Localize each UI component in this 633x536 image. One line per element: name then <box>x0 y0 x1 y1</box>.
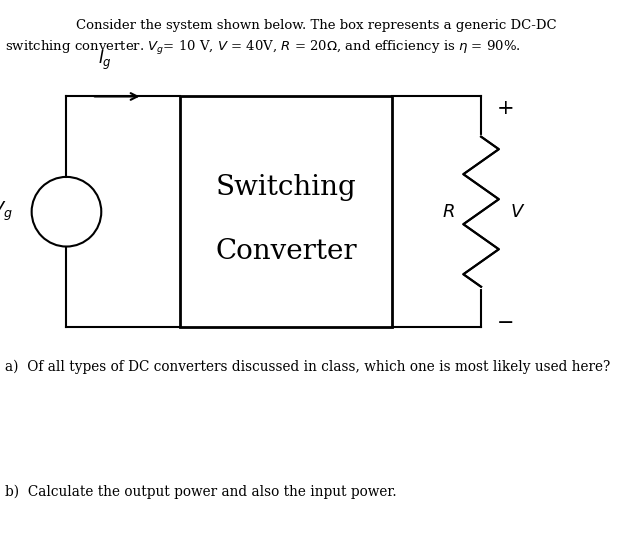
Text: $\mathit{V_g}$: $\mathit{V_g}$ <box>0 200 13 224</box>
Text: a)  Of all types of DC converters discussed in class, which one is most likely u: a) Of all types of DC converters discuss… <box>5 359 610 374</box>
Bar <box>180 96 392 327</box>
Text: Switching: Switching <box>216 174 357 201</box>
Text: $\mathit{V}$: $\mathit{V}$ <box>510 203 525 221</box>
Text: Consider the system shown below. The box represents a generic DC-DC: Consider the system shown below. The box… <box>76 19 557 32</box>
Text: $\mathit{R}$: $\mathit{R}$ <box>442 203 454 221</box>
Text: switching converter. $\mathit{V_g}$= 10 V, $\mathit{V}$ = 40V, $\mathit{R}$ = 20: switching converter. $\mathit{V_g}$= 10 … <box>5 39 521 57</box>
Text: $\mathit{I_g}$: $\mathit{I_g}$ <box>98 49 112 72</box>
Text: Converter: Converter <box>216 239 357 265</box>
Text: b)  Calculate the output power and also the input power.: b) Calculate the output power and also t… <box>5 485 397 500</box>
Text: −: − <box>497 314 515 332</box>
Text: +: + <box>497 99 515 118</box>
